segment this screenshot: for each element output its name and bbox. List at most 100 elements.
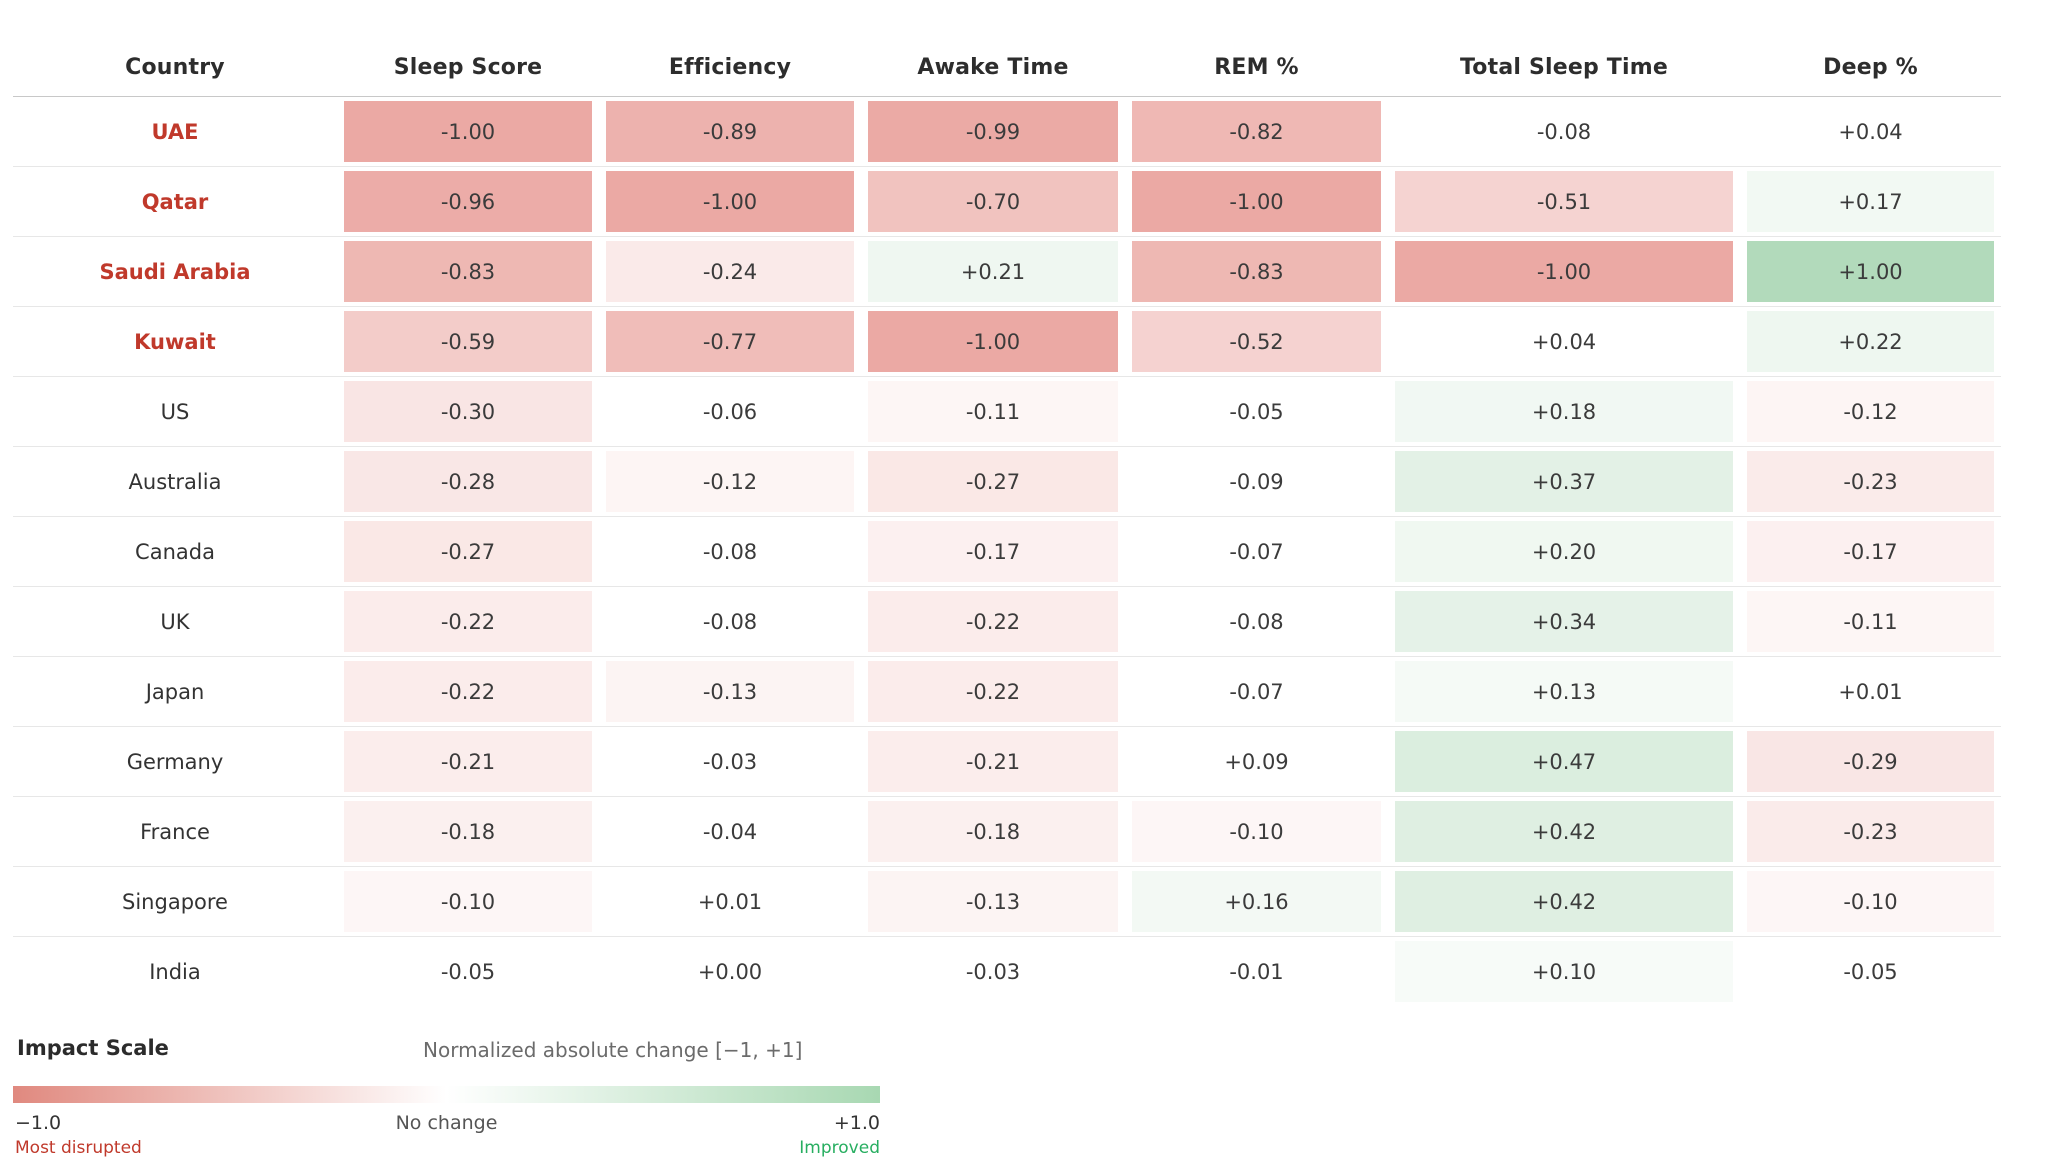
heatmap-cell-value: -0.10 <box>1132 801 1381 862</box>
heatmap-cell: -0.07 <box>1125 661 1388 722</box>
legend-max-caption: Improved <box>799 1138 880 1158</box>
heatmap-cell-value: -0.11 <box>868 381 1118 442</box>
heatmap-cell-value: +0.21 <box>868 241 1118 302</box>
country-label: UAE <box>151 119 199 144</box>
table-row: Kuwait -0.59 -0.77 -1.00 -0.52 +0.04 +0.22 <box>13 306 2001 376</box>
heatmap-cell-value: -0.05 <box>1843 959 1898 984</box>
heatmap-cell: -0.05 <box>1125 381 1388 442</box>
heatmap-cell: -1.00 <box>337 101 599 162</box>
heatmap-cell: -0.22 <box>337 661 599 722</box>
heatmap-cell-value: -0.22 <box>344 591 592 652</box>
heatmap-cell: -0.83 <box>337 241 599 302</box>
heatmap-cell: -0.30 <box>337 381 599 442</box>
heatmap-cell: -0.96 <box>337 171 599 232</box>
heatmap-cell-value: -0.70 <box>868 171 1118 232</box>
heatmap-cell: -0.01 <box>1125 941 1388 1002</box>
heatmap-cell: -0.99 <box>861 101 1125 162</box>
heatmap-cell: -0.22 <box>861 661 1125 722</box>
heatmap-cell: +0.09 <box>1125 731 1388 792</box>
heatmap-cell: -0.07 <box>1125 521 1388 582</box>
heatmap-cell: -0.13 <box>861 871 1125 932</box>
heatmap-cell-value: -0.11 <box>1747 591 1994 652</box>
heatmap-cell: -0.03 <box>861 941 1125 1002</box>
table-row: India -0.05 +0.00 -0.03 -0.01 +0.10 -0.05 <box>13 936 2001 1006</box>
heatmap-cell-value: -0.18 <box>868 801 1118 862</box>
table-row: France -0.18 -0.04 -0.18 -0.10 +0.42 -0.23 <box>13 796 2001 866</box>
heatmap-cell: +0.01 <box>1740 661 2001 722</box>
heatmap-cell: -0.59 <box>337 311 599 372</box>
heatmap-cell: -0.04 <box>599 801 861 862</box>
heatmap-cell-value: -0.08 <box>1536 119 1592 144</box>
heatmap-cell: -0.11 <box>861 381 1125 442</box>
heatmap-cell-value: -0.27 <box>868 451 1118 512</box>
heatmap-cell: -0.23 <box>1740 451 2001 512</box>
heatmap-cell: -0.05 <box>1740 941 2001 1002</box>
heatmap-cell-value: +0.37 <box>1395 451 1733 512</box>
heatmap-cell: -0.22 <box>337 591 599 652</box>
heatmap-cell-value: -0.13 <box>868 871 1118 932</box>
heatmap-cell-value: -0.07 <box>1229 679 1284 704</box>
table-row: US -0.30 -0.06 -0.11 -0.05 +0.18 -0.12 <box>13 376 2001 446</box>
heatmap-cell: -0.51 <box>1388 171 1740 232</box>
heatmap-cell-value: -0.99 <box>868 101 1118 162</box>
heatmap-cell: +1.00 <box>1740 241 2001 302</box>
heatmap-cell-value: -0.22 <box>344 661 592 722</box>
heatmap-cell: -0.09 <box>1125 451 1388 512</box>
heatmap-cell-value: -0.06 <box>702 399 758 424</box>
heatmap-cell-value: -0.04 <box>702 819 758 844</box>
column-header-rem-: REM % <box>1214 54 1299 80</box>
heatmap-cell-value: -0.21 <box>868 731 1118 792</box>
heatmap-cell-value: +0.10 <box>1395 941 1733 1002</box>
heatmap-cell: -0.10 <box>337 871 599 932</box>
heatmap-cell-value: -0.52 <box>1132 311 1381 372</box>
heatmap-cell: +0.17 <box>1740 171 2001 232</box>
heatmap-cell-value: +0.04 <box>1531 329 1597 354</box>
heatmap-cell: -0.77 <box>599 311 861 372</box>
heatmap-cell: -0.08 <box>1388 101 1740 162</box>
heatmap-cell: -0.28 <box>337 451 599 512</box>
column-header-deep-: Deep % <box>1823 54 1918 80</box>
heatmap-cell-value: -1.00 <box>868 311 1118 372</box>
heatmap-cell-value: +0.42 <box>1395 801 1733 862</box>
heatmap-cell-value: -0.21 <box>344 731 592 792</box>
heatmap-cell-value: -0.23 <box>1747 801 1994 862</box>
heatmap-cell-value: -0.83 <box>1132 241 1381 302</box>
legend-min-caption: Most disrupted <box>15 1138 142 1158</box>
sleep-impact-heatmap-table: Country Sleep Score Efficiency Awake Time RE… <box>13 38 2001 1006</box>
country-label: India <box>149 959 201 984</box>
heatmap-cell: -0.29 <box>1740 731 2001 792</box>
heatmap-cell: -0.83 <box>1125 241 1388 302</box>
heatmap-cell-value: -0.09 <box>1229 469 1284 494</box>
heatmap-cell: +0.13 <box>1388 661 1740 722</box>
heatmap-cell-value: -0.23 <box>1747 451 1994 512</box>
column-header-country: Country <box>125 54 225 80</box>
heatmap-cell-value: -0.27 <box>344 521 592 582</box>
heatmap-cell-value: +0.34 <box>1395 591 1733 652</box>
table-row: UK -0.22 -0.08 -0.22 -0.08 +0.34 -0.11 <box>13 586 2001 656</box>
heatmap-cell-value: -0.10 <box>344 871 592 932</box>
heatmap-cell-value: +0.17 <box>1747 171 1994 232</box>
heatmap-cell: -0.13 <box>599 661 861 722</box>
heatmap-cell: +0.21 <box>861 241 1125 302</box>
heatmap-cell-value: +0.22 <box>1747 311 1994 372</box>
heatmap-cell: +0.04 <box>1388 311 1740 372</box>
heatmap-cell: -0.17 <box>861 521 1125 582</box>
country-label: Japan <box>145 679 205 704</box>
table-row: Canada -0.27 -0.08 -0.17 -0.07 +0.20 -0.17 <box>13 516 2001 586</box>
heatmap-cell-value: -0.13 <box>606 661 854 722</box>
heatmap-cell-value: -0.17 <box>1747 521 1994 582</box>
heatmap-cell: -1.00 <box>599 171 861 232</box>
heatmap-cell: -0.08 <box>599 591 861 652</box>
heatmap-cell-value: -1.00 <box>1395 241 1733 302</box>
heatmap-cell: +0.01 <box>599 871 861 932</box>
heatmap-cell-value: +0.01 <box>697 889 763 914</box>
heatmap-cell: -0.10 <box>1740 871 2001 932</box>
country-label: Saudi Arabia <box>99 259 251 284</box>
heatmap-cell: +0.20 <box>1388 521 1740 582</box>
heatmap-cell: +0.47 <box>1388 731 1740 792</box>
country-label: Germany <box>126 749 224 774</box>
heatmap-cell-value: -0.17 <box>868 521 1118 582</box>
heatmap-cell: -0.06 <box>599 381 861 442</box>
table-header-row: Country Sleep Score Efficiency Awake Time RE… <box>13 38 2001 97</box>
table-body: UAE -1.00 -0.89 -0.99 -0.82 -0.08 +0.04 Qatar -0… <box>13 97 2001 1006</box>
